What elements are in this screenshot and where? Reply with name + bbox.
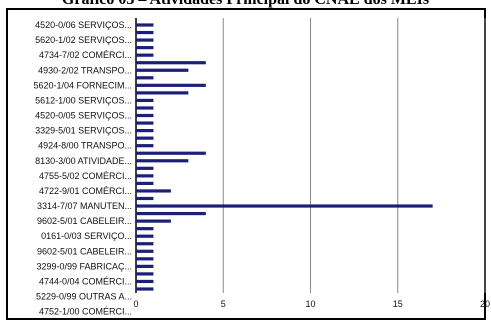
bar-5: [136, 61, 206, 65]
bar-12: [136, 113, 154, 118]
x-tick-label-1: 5: [221, 299, 226, 309]
bar-21: [136, 181, 154, 185]
bar-35: [136, 287, 154, 291]
category-label-12: 3314-7/07 MANUTEN...: [37, 201, 132, 211]
bar-26: [136, 219, 171, 223]
bar-20: [136, 174, 154, 178]
bar-22: [136, 189, 171, 193]
category-label-3: 4930-2/02 TRANSPO...: [38, 65, 132, 75]
category-label-8: 4924-8/00 TRANSPO...: [38, 141, 132, 151]
bar-17: [136, 151, 206, 155]
category-label-13: 9602-5/01 CABELEIR...: [37, 216, 132, 226]
category-label-19: 4752-1/00 COMÉRCI...: [39, 307, 132, 317]
category-label-4: 5620-1/04 FORNECIM...: [33, 80, 132, 90]
bar-33: [136, 272, 154, 276]
bar-15: [136, 136, 154, 140]
bar-16: [136, 144, 154, 148]
bar-4: [136, 53, 154, 57]
bar-2: [136, 38, 154, 42]
bar-7: [136, 76, 154, 80]
category-label-9: 8130-3/00 ATIVIDADE...: [35, 156, 132, 166]
category-label-11: 4722-9/01 COMÉRCI...: [39, 186, 132, 196]
bar-27: [136, 227, 154, 231]
category-label-14: 0161-0/03 SERVIÇO...: [41, 231, 132, 241]
bar-31: [136, 257, 154, 261]
bar-14: [136, 129, 154, 133]
bar-34: [136, 279, 154, 284]
category-label-6: 4520-0/05 SERVIÇOS...: [35, 111, 132, 121]
x-tick-label-0: 0: [133, 299, 138, 309]
bar-23: [136, 196, 154, 201]
bar-19: [136, 166, 154, 170]
category-label-2: 4734-7/02 COMÉRCI...: [39, 50, 132, 60]
bar-32: [136, 264, 154, 268]
category-label-15: 9602-5/01 CABELEIR...: [37, 246, 132, 256]
bar-25: [136, 211, 206, 216]
bar-3: [136, 46, 154, 50]
x-tick-label-4: 20: [480, 299, 490, 309]
bar-9: [136, 91, 189, 95]
bar-1: [136, 30, 154, 35]
x-tick-label-2: 10: [305, 299, 315, 309]
category-label-16: 3299-0/99 FABRICAÇ...: [36, 261, 132, 271]
bar-30: [136, 249, 154, 253]
bar-6: [136, 68, 189, 72]
bar-11: [136, 106, 154, 110]
bar-29: [136, 242, 154, 246]
category-label-17: 4744-0/04 COMÉRCI...: [39, 276, 132, 286]
category-label-10: 4755-5/02 COMÉRCI...: [39, 171, 132, 181]
category-label-7: 3329-5/01 SERVIÇOS...: [35, 126, 132, 136]
bar-10: [136, 98, 154, 103]
bar-28: [136, 234, 154, 238]
bar-0: [136, 23, 154, 27]
chart-title: Gráfico 03 – Atividades Principal do CNA…: [0, 0, 491, 9]
bar-8: [136, 83, 206, 87]
category-label-18: 5229-0/99 OUTRAS A...: [36, 292, 132, 302]
category-label-0: 4520-0/06 SERVIÇOS...: [35, 20, 132, 30]
bar-24: [136, 204, 433, 208]
bar-18: [136, 159, 189, 163]
bar-13: [136, 121, 154, 125]
category-label-1: 5620-1/02 SERVIÇOS...: [35, 35, 132, 45]
x-tick-label-3: 15: [393, 299, 403, 309]
category-label-5: 5612-1/00 SERVIÇOS...: [35, 95, 132, 105]
